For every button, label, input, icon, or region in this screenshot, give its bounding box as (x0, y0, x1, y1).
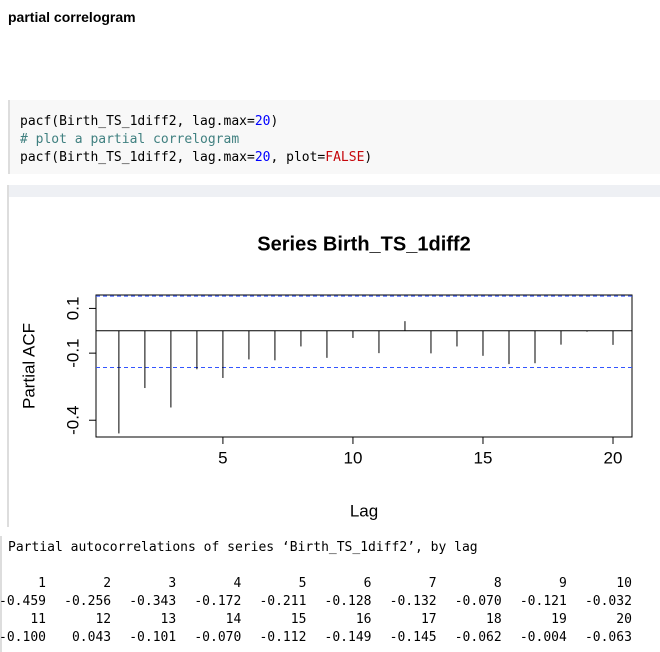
pacf-value: -0.121 (519, 594, 567, 609)
y-axis-label: Partial ACF (19, 323, 38, 409)
x-tick-label: 5 (218, 448, 227, 467)
pacf-value: -0.211 (259, 594, 307, 609)
chart-title: Series Birth_TS_1diff2 (257, 233, 470, 255)
pacf-value: -0.132 (389, 594, 437, 609)
lag-number: 17 (420, 612, 437, 627)
pacf-value: -0.112 (259, 630, 307, 645)
pacf-value: -0.101 (129, 630, 177, 645)
lag-number: 4 (233, 576, 242, 591)
output-heading: Partial autocorrelations of series ‘Birt… (8, 540, 478, 555)
pacf-value: -0.343 (129, 594, 177, 609)
y-tick-label: -0.4 (63, 406, 82, 435)
lag-number: 7 (428, 576, 437, 591)
pacf-value: -0.070 (454, 594, 502, 609)
code-token: # plot a partial correlogram (20, 132, 240, 147)
lag-number: 16 (355, 612, 372, 627)
lag-number: 6 (363, 576, 372, 591)
pacf-value: -0.004 (519, 630, 567, 645)
y-tick-label: 0.1 (63, 297, 82, 321)
chart: Series Birth_TS_1diff2 Partial ACF Lag 5… (7, 185, 660, 527)
lag-number: 9 (558, 576, 567, 591)
code-token: FALSE (325, 150, 365, 165)
pacf-value: -0.172 (194, 594, 242, 609)
lag-number: 10 (616, 576, 632, 591)
plot-box (95, 294, 633, 438)
code-token: ) (270, 114, 279, 129)
lag-number: 15 (290, 612, 307, 627)
lag-number: 12 (95, 612, 112, 627)
x-tick-label: 20 (604, 448, 623, 467)
code-token: 20 (254, 114, 271, 129)
pacf-value: -0.128 (324, 594, 372, 609)
code-line: pacf(Birth_TS_1diff2, lag.max=20) (20, 114, 278, 129)
code-block: pacf(Birth_TS_1diff2, lag.max=20) # plot … (8, 100, 660, 174)
lag-number: 19 (551, 612, 567, 627)
pacf-value: -0.070 (194, 630, 242, 645)
code-token: , plot= (270, 150, 326, 165)
code-line: pacf(Birth_TS_1diff2, lag.max=20, plot=F… (20, 150, 372, 165)
pacf-value: -0.145 (389, 630, 437, 645)
console-output: Partial autocorrelations of series ‘Birt… (0, 536, 660, 652)
code-token: pacf(Birth_TS_1diff2, lag.max= (20, 114, 255, 129)
pacf-value: -0.032 (584, 594, 632, 609)
pacf-value: 0.043 (71, 630, 112, 645)
pacf-value: -0.149 (324, 630, 372, 645)
toolbar (8, 185, 660, 197)
code-line: # plot a partial correlogram (20, 132, 239, 147)
lag-number: 18 (486, 612, 502, 627)
lag-number: 14 (225, 612, 242, 627)
lag-number: 2 (103, 576, 112, 591)
pacf-value: -0.062 (454, 630, 502, 645)
pacf-value: -0.063 (584, 630, 632, 645)
y-tick-label: -0.1 (63, 338, 82, 367)
x-axis-label: Lag (350, 501, 378, 520)
code-token: ) (364, 150, 373, 165)
lag-number: 13 (160, 612, 177, 627)
lag-number: 20 (616, 612, 632, 627)
lag-number: 11 (30, 612, 46, 627)
lag-number: 5 (298, 576, 307, 591)
lag-number: 8 (493, 576, 502, 591)
code-token: pacf(Birth_TS_1diff2, lag.max= (20, 150, 255, 165)
lag-number: 1 (38, 576, 46, 591)
x-tick-label: 15 (474, 448, 493, 467)
code-token: 20 (254, 150, 271, 165)
pacf-value: -0.256 (64, 594, 112, 609)
pacf-value: -0.100 (0, 630, 46, 645)
x-tick-label: 10 (343, 448, 362, 467)
pacf-value: -0.459 (0, 594, 46, 609)
lag-number: 3 (168, 576, 177, 591)
heading: partial correlogram (8, 9, 136, 25)
